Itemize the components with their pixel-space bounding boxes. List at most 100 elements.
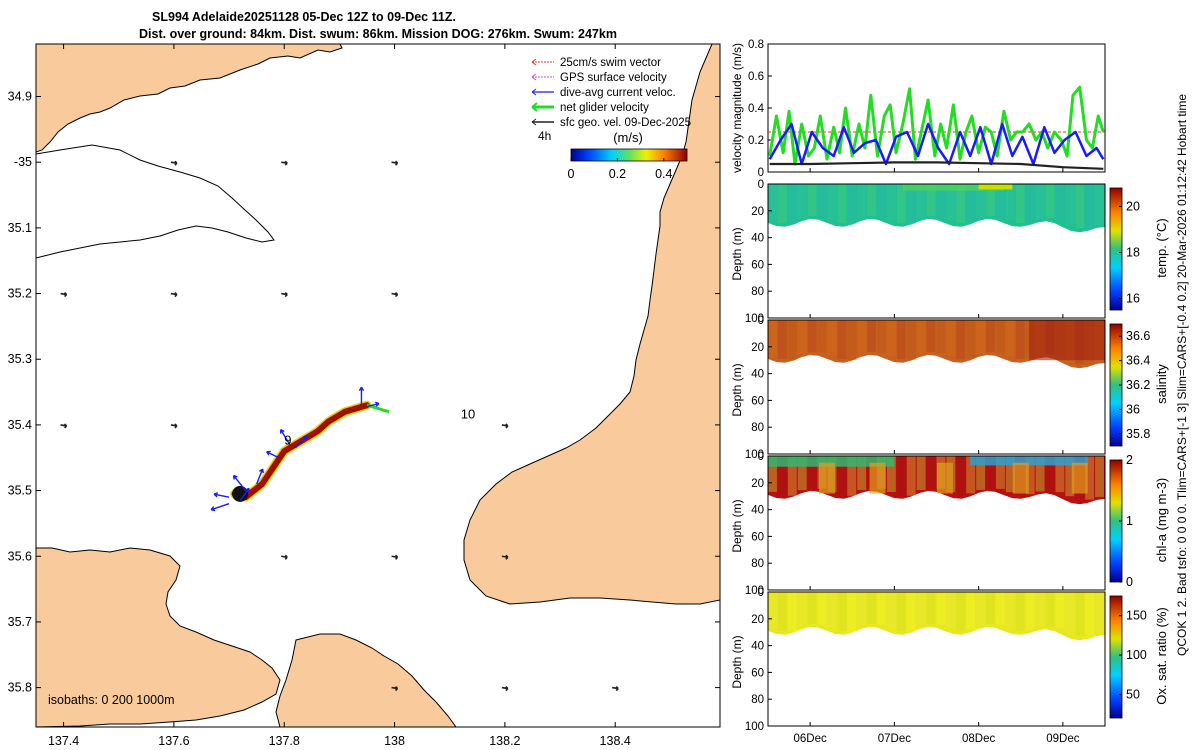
- section-data-column: [986, 320, 995, 352]
- section-data-column: [906, 184, 916, 224]
- section-data-column: [886, 592, 896, 628]
- section-data-column: [956, 456, 966, 496]
- section-panel-chla-section: 0 20 40 60 80 100 Depth (m) 0 1 2 chl-a (mg m-3): [730, 451, 1169, 597]
- section-chl-band: [1012, 462, 1029, 494]
- section-data-column: [1005, 320, 1015, 357]
- map-xtick-label: 137.6: [158, 734, 189, 748]
- section-colorbar-label: chl-a (mg m-3): [1154, 478, 1169, 563]
- section-data-column: [1025, 592, 1035, 631]
- section-data-column: [857, 184, 867, 219]
- current-vector-head: [358, 386, 365, 391]
- section-data-column: [877, 592, 886, 625]
- section-data-column: [1095, 184, 1104, 226]
- section-ytick-label: 0: [758, 587, 764, 599]
- time-axis-label: 06Dec: [794, 733, 827, 745]
- section-ytick-label: 20: [751, 206, 764, 218]
- map-current-vectors: [210, 386, 380, 512]
- velocity-ylabel: velocity magnitude (m/s): [730, 43, 744, 173]
- legend-glider: net glider velocity: [560, 102, 649, 114]
- section-data-column: [956, 184, 966, 224]
- map-colorbar-tick-label: 0.4: [655, 167, 672, 181]
- current-vector-head: [374, 401, 380, 407]
- section-data-column: [936, 592, 946, 625]
- current-vector-head: [280, 428, 285, 434]
- geo-velocity-arrow: [170, 291, 178, 298]
- map-colorbar-scale: [570, 148, 688, 162]
- section-data-column: [837, 456, 847, 496]
- section-ytick-label: 80: [751, 694, 764, 706]
- section-colorbar-tick-label: 16: [1126, 291, 1140, 305]
- legend-geo-arrow-icon: [531, 118, 537, 126]
- section-data-column: [1065, 592, 1075, 633]
- map-xtick-label: 137.4: [48, 734, 79, 748]
- time-axis: 06Dec 07Dec 08Dec 09Dec: [794, 733, 1080, 745]
- section-data-column: [1045, 456, 1055, 491]
- section-colorbar-tick-label: 100: [1126, 648, 1147, 662]
- section-data-column: [1015, 184, 1025, 224]
- section-data-column: [896, 320, 906, 360]
- section-colorbar-tick-label: 36.4: [1126, 354, 1150, 368]
- map-colorbar-tick-label: 0.2: [609, 167, 626, 181]
- velocity-panel: 0 0.2 0.4 0.6 0.8 velocity magnitude (m/s): [730, 39, 1106, 179]
- section-data-column: [966, 592, 976, 630]
- time-axis-label: 07Dec: [878, 733, 911, 745]
- section-data-column: [1065, 456, 1075, 497]
- section-data-column: [926, 592, 936, 624]
- geo-velocity-arrow: [391, 291, 399, 298]
- map-ytick-label: 34.9: [8, 90, 32, 104]
- current-vector: [366, 402, 380, 408]
- geo-velocity-arrow: [501, 686, 509, 692]
- title-line-1: SL994 Adelaide20251128 05-Dec 12Z to 09-…: [152, 10, 456, 24]
- section-data-column: [1025, 456, 1035, 495]
- section-frame: [767, 319, 1106, 455]
- section-chl-band: [936, 462, 953, 494]
- section-data-column: [896, 184, 906, 224]
- section-data-column: [797, 184, 807, 219]
- section-data-column: [768, 320, 777, 356]
- map-colorbar: 4h (m/s) 0 0.2 0.4: [538, 129, 688, 181]
- legend-current-arrow-icon: [531, 88, 537, 96]
- section-ytick-label: 20: [751, 478, 764, 490]
- geo-velocity-arrow: [391, 160, 399, 166]
- section-frame: [767, 455, 1106, 591]
- current-vector: [239, 488, 250, 501]
- section-data-column: [976, 184, 986, 218]
- section-data-column: [886, 320, 896, 356]
- legend-swim-arrow-icon: [531, 58, 537, 66]
- section-data-column: [886, 456, 896, 492]
- section-data-column: [896, 592, 906, 632]
- legend-swim: 25cm/s swim vector: [560, 57, 661, 69]
- map-ytick-label: 35.4: [8, 418, 32, 432]
- section-data-column: [966, 184, 976, 222]
- section-colorbar-tick-label: 1: [1126, 514, 1133, 528]
- legend-current: dive-avg current veloc.: [560, 87, 676, 99]
- section-data-column: [807, 184, 817, 216]
- section-data-column: [867, 184, 877, 216]
- map-colorbar-label: (m/s): [613, 130, 643, 145]
- section-data-column: [995, 592, 1005, 625]
- current-vector: [233, 475, 247, 492]
- section-data-column: [1085, 184, 1095, 228]
- section-data-column: [837, 320, 847, 360]
- section-data-column: [787, 456, 797, 496]
- current-vector: [266, 451, 280, 459]
- section-colorbar-tick-label: 18: [1126, 245, 1140, 259]
- section-data-column: [1005, 592, 1015, 629]
- section-colorbar-tick-label: 150: [1126, 609, 1147, 623]
- velocity-ytick-label: 0.2: [748, 135, 764, 147]
- section-ytick-label: 60: [751, 395, 764, 407]
- section-data-column: [787, 320, 797, 360]
- map-xtick-label: 138: [384, 734, 405, 748]
- section-ylabel: Depth (m): [730, 227, 744, 280]
- section-data-column: [787, 592, 797, 632]
- section-ytick-label: 60: [751, 667, 764, 679]
- section-data-column: [886, 184, 896, 220]
- velocity-series-line: [768, 85, 1105, 166]
- section-data-column: [837, 184, 847, 224]
- section-surface-warm: [902, 184, 1004, 191]
- section-data-column: [847, 592, 857, 632]
- section-data-column: [906, 320, 916, 360]
- section-colorbar-label: temp. (°C): [1154, 218, 1169, 277]
- section-data-column: [926, 456, 936, 488]
- section-ylabel: Depth (m): [730, 499, 744, 552]
